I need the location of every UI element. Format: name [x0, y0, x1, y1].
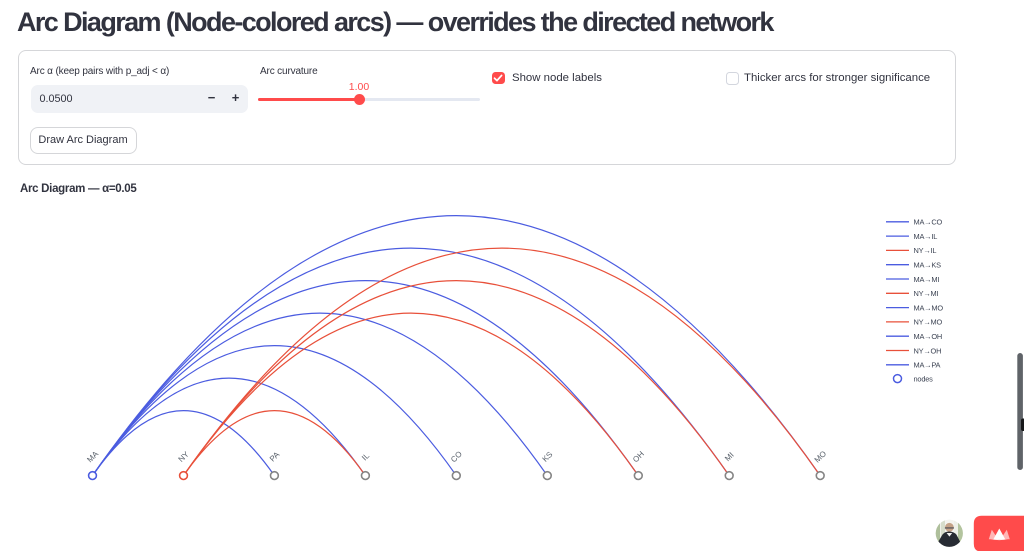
svg-text:NY: NY	[177, 449, 192, 464]
svg-text:MA→MO: MA→MO	[914, 303, 944, 312]
svg-text:NY→OH: NY→OH	[914, 346, 942, 355]
svg-text:NY→IL: NY→IL	[914, 246, 937, 255]
svg-text:MA→OH: MA→OH	[914, 332, 943, 341]
svg-text:MA→MI: MA→MI	[914, 275, 940, 284]
svg-text:nodes: nodes	[914, 374, 934, 383]
svg-text:MI: MI	[723, 451, 736, 464]
svg-text:MA→PA: MA→PA	[914, 361, 941, 370]
svg-text:OH: OH	[631, 449, 646, 464]
svg-text:MA: MA	[85, 449, 100, 464]
svg-text:MA→IL: MA→IL	[914, 232, 938, 241]
svg-text:CO: CO	[449, 449, 464, 464]
svg-text:NY→MI: NY→MI	[914, 289, 939, 298]
svg-text:MA→KS: MA→KS	[914, 261, 942, 270]
svg-text:IL: IL	[360, 451, 371, 462]
svg-text:PA: PA	[268, 450, 282, 464]
svg-text:NY→MO: NY→MO	[914, 318, 943, 327]
svg-text:MA→CO: MA→CO	[914, 218, 943, 227]
svg-text:MO: MO	[813, 449, 828, 464]
svg-text:KS: KS	[541, 450, 555, 464]
